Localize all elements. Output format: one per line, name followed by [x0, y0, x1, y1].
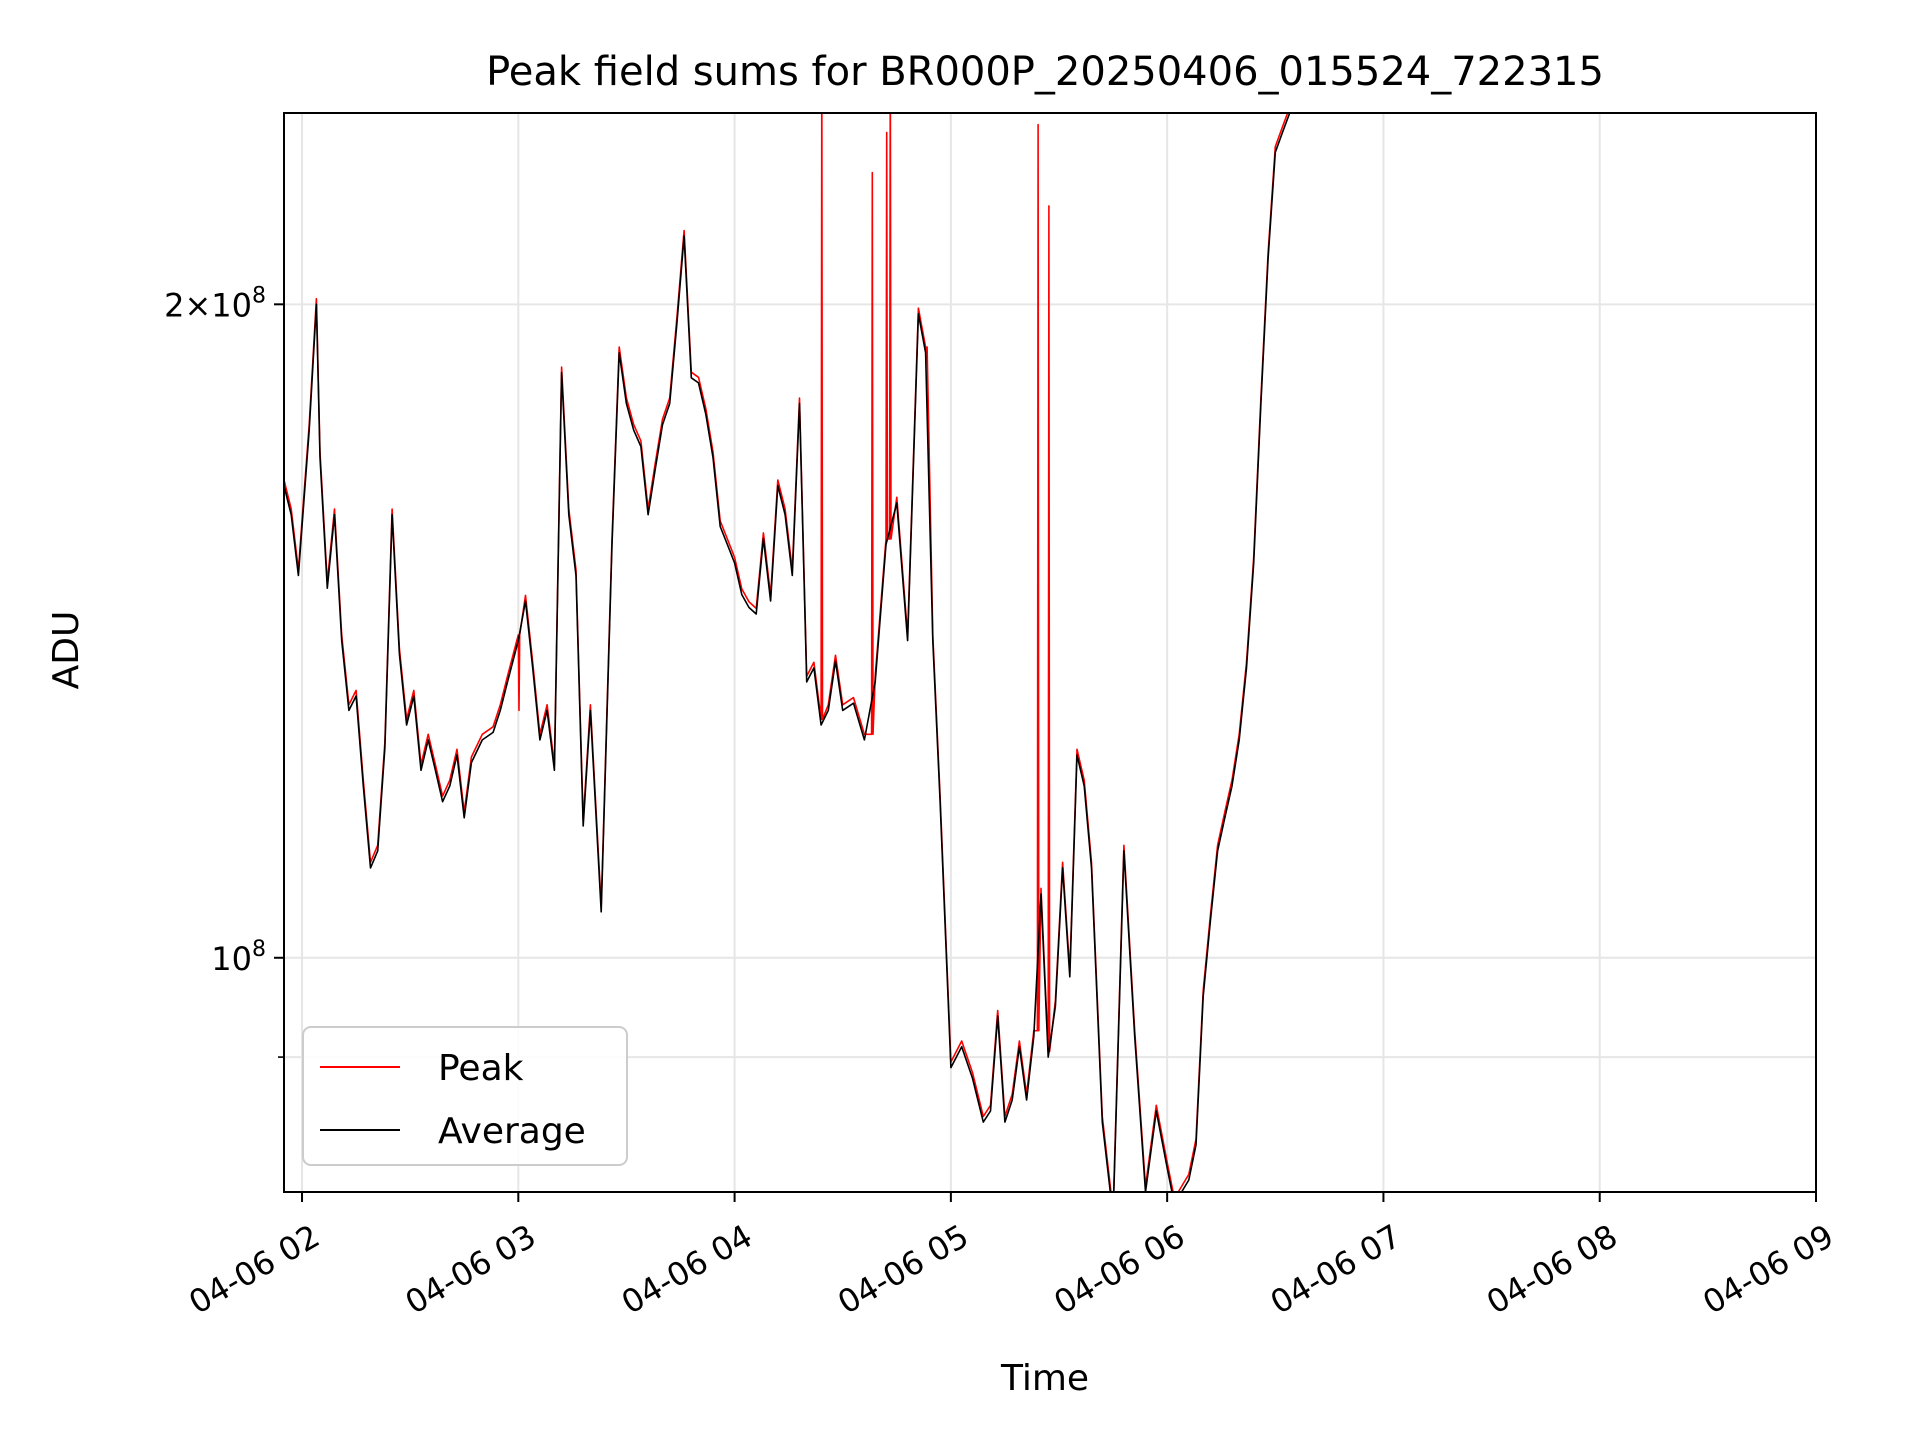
y-tick-label: 2×108 [164, 283, 266, 324]
legend-label-average: Average [438, 1111, 586, 1152]
chart-title: Peak field sums for BR000P_20250406_0155… [486, 49, 1604, 95]
plot-frame [283, 112, 1817, 1193]
legend: Peak Average [302, 1026, 628, 1166]
legend-label-peak: Peak [438, 1048, 524, 1089]
series-line-average [284, 113, 1297, 1192]
y-tick-label: 108 [211, 937, 266, 978]
series-layer [284, 113, 1297, 1192]
y-axis-label: ADU [46, 611, 87, 690]
y-axis: 108 2×108 [164, 283, 284, 1058]
x-axis-label: Time [1000, 1358, 1089, 1399]
